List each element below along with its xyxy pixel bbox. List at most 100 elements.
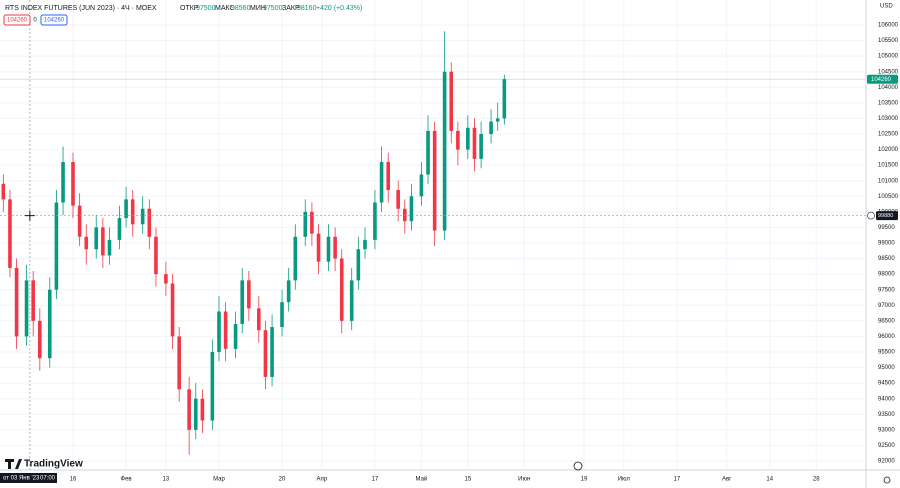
buy-button[interactable] [40,14,68,26]
brand-logo[interactable]: TradingView [5,459,83,470]
y-tick-label: 100500 [878,194,899,200]
candle-body [84,236,89,250]
buy-price[interactable]: 104260 [44,18,65,24]
sell-price[interactable]: 104260 [7,18,28,24]
candle-body [130,199,135,225]
x-tick-label: Июн [518,477,530,483]
candle-body [472,127,477,159]
candle-body [38,320,42,359]
crosshair-price-box [876,211,898,221]
y-tick-label: 101500 [878,163,899,169]
candle-body [94,227,99,250]
crosshair-date-label: от 03 Янв '23 [3,476,40,482]
x-tick-label: Апр [317,477,328,483]
candle-body [71,162,75,206]
candle-body [140,208,145,225]
candle-body [356,249,361,281]
candle-body [240,280,245,324]
y-tick-label: 92000 [878,459,895,465]
candle-body [193,398,198,430]
x-tick-label: Фев [121,477,132,483]
open-value: 97500 [196,5,216,12]
candle-body [124,199,128,219]
y-tick-label: 97000 [878,303,895,309]
y-tick-label: 104500 [878,69,899,75]
y-tick-label: 98000 [878,272,895,278]
candle-body [117,218,122,240]
last-price-box [867,74,898,84]
y-tick-label: 92500 [878,443,895,449]
sell-button[interactable] [3,14,31,26]
change-value: +420 (+0.43%) [316,5,362,12]
candle-body [14,267,19,337]
timezone-icon[interactable] [573,461,583,471]
candle-body [409,196,414,222]
candle-body [257,308,261,331]
candle-body [333,236,337,259]
y-tick-label: 95000 [878,365,895,371]
low-label: МИН [250,5,266,12]
candle-body [200,398,205,421]
x-tick-label: 15 [464,477,471,483]
candle-body [187,389,191,430]
x-tick-label: Июл [618,477,631,483]
candle-body [47,289,52,359]
crosshair-time-label: 07:00 [40,476,56,482]
candle-body [432,130,437,231]
y-tick-label: 93500 [878,412,895,418]
candle-body [270,327,274,377]
y-tick-label: 105500 [878,38,899,44]
y-tick-label: 97500 [878,287,895,293]
candle-body [466,127,470,150]
candle-body [386,162,391,191]
crosshair-price-label: 99880 [878,213,893,219]
candle-body [217,311,221,352]
y-tick-label: 104000 [878,85,899,91]
y-tick-label: 99500 [878,225,895,231]
x-tick-label: Мар [213,477,225,483]
candle-body [349,280,354,321]
crosshair-cursor [24,210,35,221]
high-label: МАКС [215,5,235,12]
candle-body [489,121,493,134]
y-tick-label: 96000 [878,334,895,340]
y-tick-label: 96500 [878,318,895,324]
y-tick-label: 99000 [878,241,895,247]
y-tick-label: 102000 [878,147,899,153]
candle-body [24,280,29,337]
close-label: ЗАКР [282,5,300,12]
y-tick-label: 95500 [878,350,895,356]
candle-body [170,283,175,337]
y-tick-label: 103500 [878,100,899,106]
candle-body [396,190,400,209]
candle-body [61,162,65,203]
candle-body [316,233,321,262]
candle-body [363,239,367,250]
candle-body [449,71,454,131]
y-tick-label: 102500 [878,132,899,138]
candle-body [223,311,228,349]
candle-body [280,302,284,328]
candle-body [379,162,384,203]
symbol-title[interactable]: RTS INDEX FUTURES (JUN 2023) · 4Ч · MOEX [5,5,157,12]
candle-body [502,79,507,119]
currency[interactable]: USD [880,4,893,10]
candle-body [101,227,105,256]
candle-body [210,351,215,421]
x-tick-label: 20 [279,477,286,483]
brand-name: TradingView [24,459,83,470]
axes: 92000 92500 93000 93500 94000 94500 95000 95500… [0,23,899,483]
x-tick-label: 16 [70,477,77,483]
high-value: 98560 [231,5,251,12]
settings-icon[interactable] [883,476,891,484]
candle-body [164,274,168,284]
low-value: 97500 [263,5,283,12]
spread: 0 [33,18,37,24]
candle-body [147,208,152,237]
y-tick-label: 105000 [878,54,899,60]
y-tick-label: 106000 [878,23,899,29]
candle-body [31,280,35,321]
candle-body [456,130,460,150]
candles [0,0,866,470]
y-tick-label: 94000 [878,396,895,402]
